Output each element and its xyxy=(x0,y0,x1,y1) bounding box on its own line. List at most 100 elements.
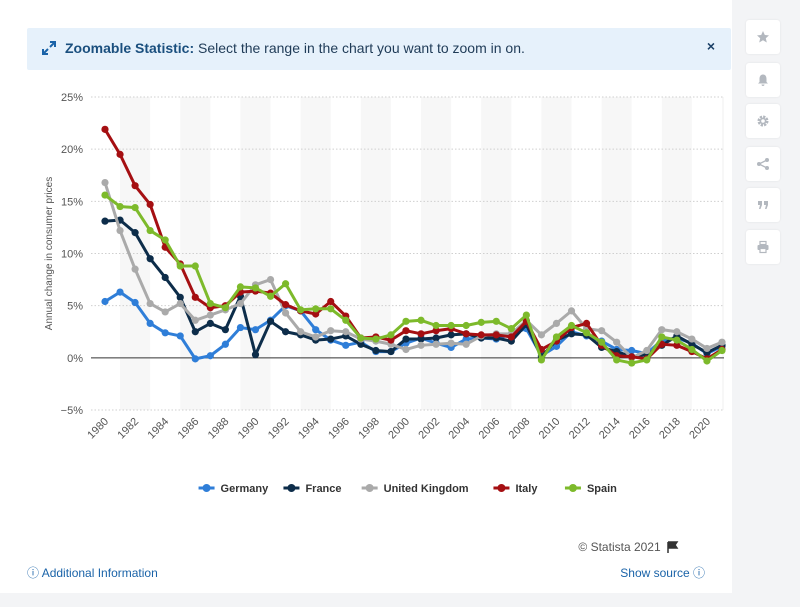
x-tick-label: 1998 xyxy=(356,416,382,442)
data-point xyxy=(387,347,395,356)
legend-item[interactable]: Italy xyxy=(493,483,538,495)
x-tick-label: 2012 xyxy=(567,416,593,442)
x-tick-label: 2018 xyxy=(657,416,683,442)
data-point xyxy=(176,299,184,308)
data-point xyxy=(206,299,214,308)
legend-marker xyxy=(202,484,211,492)
data-point xyxy=(598,338,606,346)
y-tick-label: 15% xyxy=(61,196,83,208)
data-point xyxy=(688,340,696,348)
share-button[interactable] xyxy=(746,147,780,181)
additional-information-label: Additional Information xyxy=(41,566,158,580)
data-point xyxy=(221,340,229,348)
data-point xyxy=(673,336,681,344)
data-point xyxy=(131,265,139,273)
additional-information-link[interactable]: ⓘ Additional Information xyxy=(27,564,158,581)
data-point xyxy=(417,335,425,343)
data-point xyxy=(462,321,470,330)
data-point xyxy=(131,203,139,212)
data-point xyxy=(432,340,440,348)
data-point xyxy=(161,273,169,282)
data-point xyxy=(251,326,260,334)
data-point xyxy=(146,255,154,263)
expand-icon xyxy=(42,41,56,55)
x-tick-label: 2010 xyxy=(537,416,563,442)
data-point xyxy=(206,352,214,360)
data-point xyxy=(567,321,576,330)
data-point xyxy=(101,125,109,133)
legend-item[interactable]: Germany xyxy=(198,483,270,495)
data-point xyxy=(492,317,500,325)
legend-item[interactable]: France xyxy=(283,483,342,495)
quote-icon xyxy=(758,201,768,209)
data-point xyxy=(552,319,561,328)
data-point xyxy=(281,328,290,336)
data-point xyxy=(191,293,199,301)
data-point xyxy=(297,306,305,314)
data-point xyxy=(477,331,485,339)
data-point xyxy=(447,321,455,330)
y-tick-label: −5% xyxy=(61,405,84,417)
column-band xyxy=(481,97,512,410)
data-point xyxy=(673,341,681,349)
settings-button[interactable] xyxy=(746,104,780,138)
x-tick-label: 1984 xyxy=(146,416,172,442)
data-point xyxy=(552,333,561,341)
data-point xyxy=(101,191,109,199)
flag-icon[interactable] xyxy=(667,541,679,553)
legend-label: Germany xyxy=(221,483,270,495)
data-point xyxy=(266,292,275,300)
data-point xyxy=(327,305,335,313)
print-button[interactable] xyxy=(746,230,780,264)
y-tick-label: 5% xyxy=(67,301,83,313)
copyright-text: © Statista 2021 xyxy=(578,540,661,554)
data-point xyxy=(221,326,229,334)
notification-button[interactable] xyxy=(746,63,780,97)
data-point xyxy=(101,178,109,187)
data-point xyxy=(447,339,455,347)
column-band xyxy=(541,97,572,410)
share-icon xyxy=(757,158,769,170)
data-point xyxy=(312,326,320,334)
x-tick-label: 2020 xyxy=(687,416,713,442)
bell-icon xyxy=(758,74,768,86)
banner-message: Select the range in the chart you want t… xyxy=(198,40,525,56)
x-tick-label: 1996 xyxy=(326,416,352,442)
data-point xyxy=(658,333,666,341)
column-band xyxy=(180,97,211,410)
data-point xyxy=(116,226,124,235)
data-point xyxy=(628,359,636,367)
data-point xyxy=(206,319,214,328)
legend-item[interactable]: Spain xyxy=(564,483,617,495)
x-tick-label: 1980 xyxy=(85,416,111,442)
legend-marker xyxy=(287,484,296,492)
legend-item[interactable]: United Kingdom xyxy=(361,483,469,495)
data-point xyxy=(191,328,199,336)
data-point xyxy=(236,323,245,332)
close-icon[interactable]: × xyxy=(706,38,715,54)
data-point xyxy=(101,217,109,225)
data-point xyxy=(357,340,365,348)
star-button[interactable] xyxy=(746,20,780,54)
data-point xyxy=(688,345,696,354)
data-point xyxy=(417,330,425,338)
column-band xyxy=(722,97,724,410)
data-point xyxy=(116,202,124,211)
legend-label: Spain xyxy=(587,483,617,495)
data-point xyxy=(507,333,515,341)
data-point xyxy=(658,340,666,348)
data-point xyxy=(447,331,455,339)
y-axis-label: Annual change in consumer prices xyxy=(44,177,55,330)
line-chart[interactable]: 25% 20% 15% 10% 5% 0% −5% Annual change in cons… xyxy=(0,80,732,510)
show-source-link[interactable]: Show source ⓘ xyxy=(620,564,705,581)
data-point xyxy=(432,327,440,335)
data-point xyxy=(703,357,711,365)
data-point xyxy=(327,335,335,343)
data-point xyxy=(176,332,184,340)
cite-button[interactable] xyxy=(746,188,780,222)
data-point xyxy=(703,344,711,353)
data-point xyxy=(402,317,410,325)
data-point xyxy=(372,346,380,355)
data-point xyxy=(462,335,470,343)
data-point xyxy=(251,284,260,292)
